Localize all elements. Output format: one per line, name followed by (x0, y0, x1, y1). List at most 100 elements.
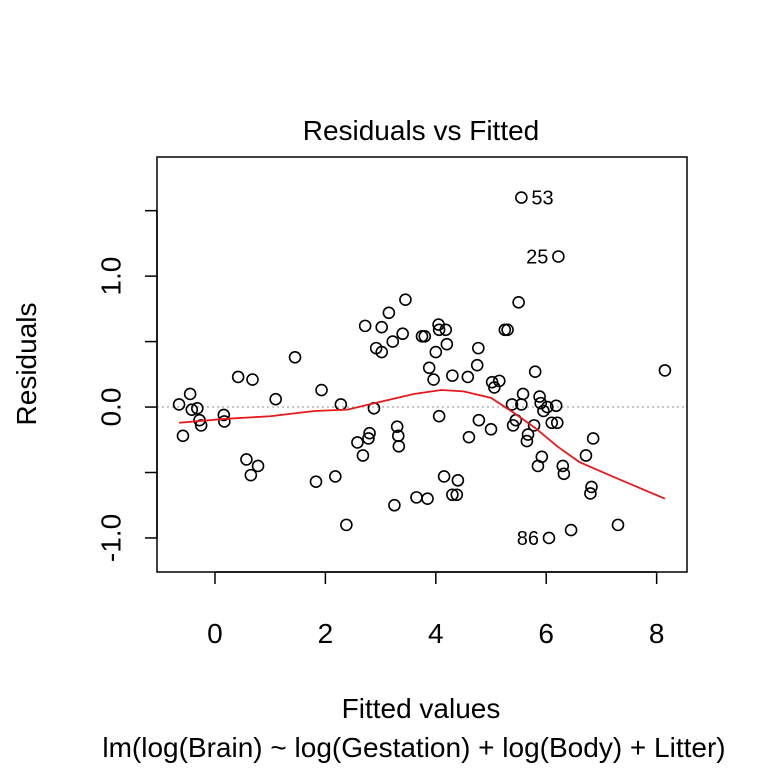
data-point (462, 430, 476, 444)
data-point (557, 467, 571, 481)
data-point (446, 369, 459, 382)
data-point (552, 250, 565, 263)
data-point (584, 487, 597, 500)
data-point (218, 415, 231, 428)
data-point (541, 400, 554, 414)
data-point (418, 330, 432, 343)
data-point (535, 450, 549, 464)
data-point (421, 492, 434, 505)
data-point (579, 449, 593, 462)
data-point (217, 408, 231, 422)
outlier-labels: 53 25 86 (517, 188, 554, 550)
data-point (191, 402, 204, 415)
data-point (446, 488, 459, 502)
x-tick-label: 2 (318, 618, 334, 649)
data-point (472, 413, 486, 427)
y-axis: -1.0 0.0 1.0 (95, 209, 158, 562)
data-point (505, 398, 519, 411)
data-point (382, 306, 396, 320)
data-point (183, 387, 197, 401)
plot-area: 53 25 86 (156, 156, 688, 573)
data-point (309, 475, 323, 488)
point-label: 25 (526, 246, 548, 268)
y-tick-label: -1.0 (95, 514, 126, 562)
data-point (492, 374, 506, 388)
data-point (440, 337, 454, 351)
data-point (437, 470, 451, 483)
data-point (564, 523, 578, 537)
data-point (375, 320, 388, 334)
data-point (527, 419, 541, 432)
data-point (429, 345, 443, 359)
data-point (172, 398, 186, 411)
x-tick-label: 8 (649, 618, 665, 649)
data-point (351, 436, 364, 449)
x-axis-label: Fitted values (342, 693, 501, 724)
data-point (512, 296, 525, 309)
data-point (334, 398, 348, 411)
data-point (658, 364, 672, 377)
data-point (358, 319, 372, 333)
data-point (450, 488, 464, 502)
data-point (549, 399, 563, 413)
data-point (451, 474, 465, 487)
y-axis-label: Residuals (11, 303, 42, 426)
data-point (356, 449, 370, 462)
data-point (392, 440, 406, 453)
x-tick-label: 4 (428, 618, 444, 649)
data-point (340, 518, 353, 532)
data-point (194, 419, 208, 432)
chart-subtitle: lm(log(Brain) ~ log(Gestation) + log(Bod… (102, 732, 725, 763)
data-point (472, 341, 485, 355)
data-point (244, 468, 258, 482)
data-point (176, 429, 190, 443)
data-point (516, 387, 530, 401)
data-point (545, 416, 559, 430)
data-point (439, 323, 453, 337)
data-point (362, 432, 375, 445)
lowess-smooth-line (179, 389, 666, 500)
data-point (542, 531, 556, 545)
data-point (399, 293, 412, 306)
data-point (315, 383, 328, 397)
residual-points (172, 191, 672, 545)
data-point (586, 432, 600, 445)
data-point (501, 323, 514, 337)
x-tick-label: 0 (207, 618, 223, 649)
data-point (484, 423, 498, 436)
data-point (422, 361, 436, 375)
x-tick-label: 6 (538, 618, 554, 649)
data-point (386, 335, 400, 348)
point-label: 86 (517, 528, 539, 550)
plot-frame (156, 156, 688, 573)
data-point (520, 434, 534, 448)
data-point (390, 420, 404, 433)
data-point (231, 370, 245, 384)
data-point (185, 403, 199, 416)
data-point (528, 365, 542, 379)
data-point (556, 459, 570, 473)
x-axis: 0 2 4 6 8 (207, 571, 665, 649)
data-point (388, 498, 401, 512)
point-label: 53 (531, 188, 553, 210)
data-point (534, 396, 547, 410)
data-point (375, 345, 388, 359)
data-point (611, 518, 625, 532)
data-point (251, 459, 265, 473)
data-point (550, 416, 564, 430)
data-point (515, 191, 528, 204)
data-point (363, 426, 376, 440)
data-point (432, 323, 446, 337)
data-point (246, 373, 259, 386)
y-tick-label: 0.0 (95, 388, 126, 427)
data-point (521, 428, 535, 441)
data-point (427, 373, 440, 386)
chart-title: Residuals vs Fitted (303, 115, 540, 146)
data-point (461, 370, 475, 384)
data-point (396, 327, 409, 341)
data-point (288, 350, 302, 364)
data-point (533, 390, 546, 403)
data-point (410, 491, 423, 504)
data-point (432, 409, 446, 423)
